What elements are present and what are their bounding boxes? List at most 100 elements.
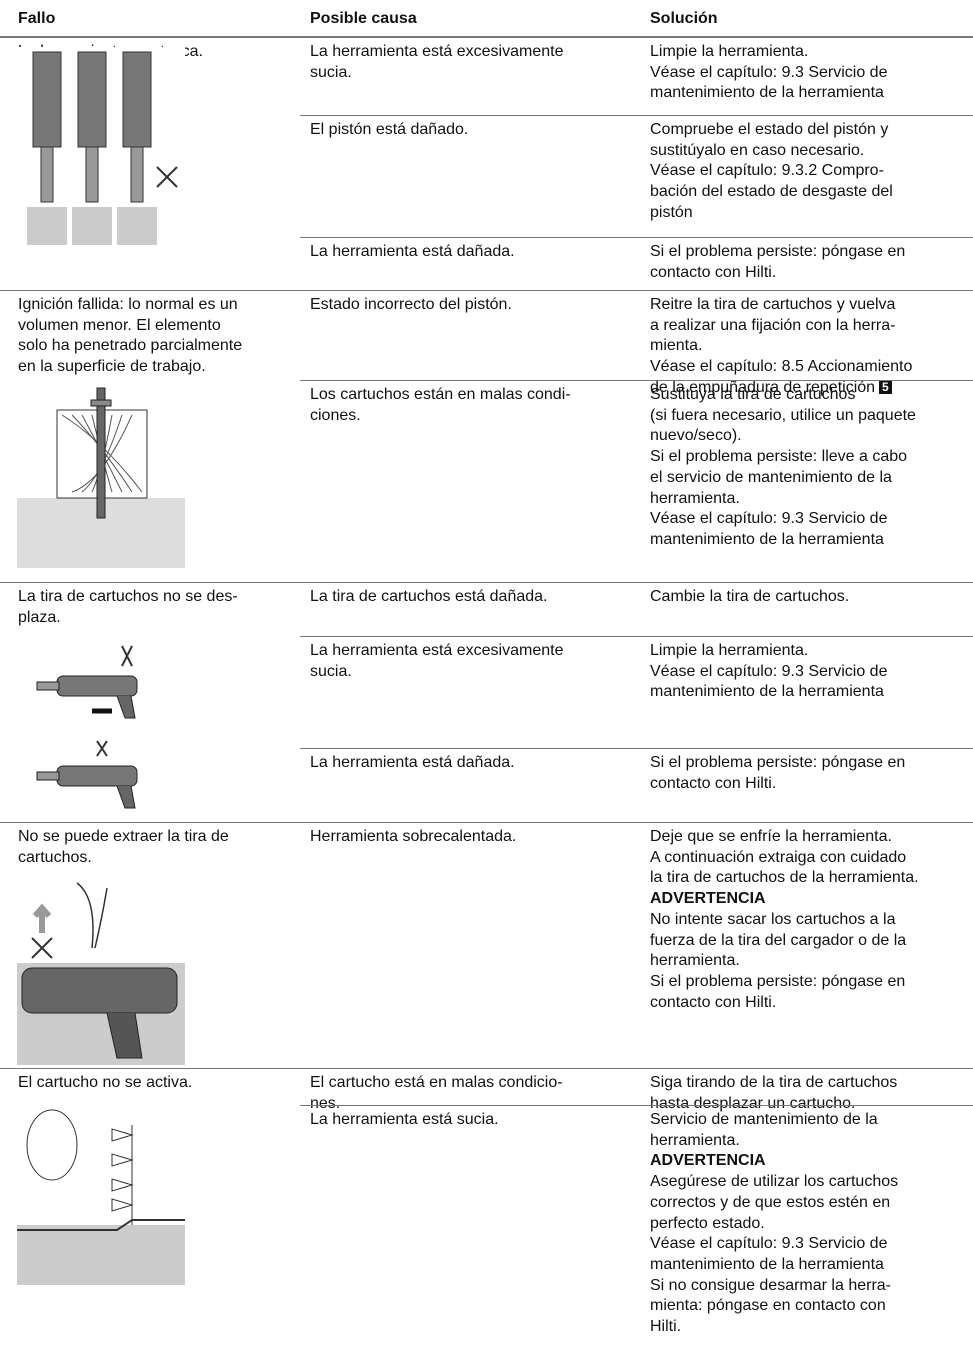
cause-text: Herramienta sobrecalentada.: [310, 827, 645, 848]
text-line: plaza.: [18, 608, 61, 626]
illustration-part: [116, 695, 136, 719]
fault-text: El cartucho no se activa.: [18, 1073, 303, 1094]
illustration-part: [90, 399, 112, 407]
text-line: hasta desplazar un cartucho.: [650, 1094, 856, 1112]
illustration-part: [117, 207, 157, 245]
text-line: La herramienta está dañada.: [310, 754, 515, 771]
text-line: Siga tirando de la tira de cartuchos: [650, 1074, 898, 1091]
text-line: A continuación extraiga con cuidado: [650, 848, 907, 866]
rule: [300, 237, 973, 238]
rule: [0, 822, 973, 823]
illustration-part: [31, 937, 53, 959]
illustration-part: [111, 1178, 134, 1192]
rule: [0, 290, 973, 291]
text-line: nes.: [310, 1094, 341, 1112]
illustration-part: [111, 1128, 134, 1142]
text-line: Limpie la herramienta.: [650, 642, 809, 659]
text-line: Si el problema persiste: póngase en: [650, 243, 906, 260]
text-line: fuerza de la tira del cargador o de la: [650, 931, 907, 949]
text-line: Si el problema persiste: lleve a cabo: [650, 448, 908, 466]
text-line: Estado incorrecto del pistón.: [310, 296, 512, 313]
text-line: No intente sacar los cartuchos a la: [650, 910, 896, 928]
illustration-part: [40, 146, 54, 203]
text-line: volumen menor. El elemento: [18, 316, 221, 334]
rule: [0, 36, 973, 38]
text-line: bación del estado de desgaste del: [650, 183, 893, 201]
illustration-part: [116, 785, 136, 809]
solution-text: Deje que se enfríe la herramienta. A cont…: [650, 827, 970, 1013]
cause-text: La herramienta está dañada.: [310, 753, 645, 774]
text-line: herramienta.: [650, 489, 740, 507]
text-line: en la superficie de trabajo.: [18, 358, 206, 376]
rule: [300, 748, 973, 749]
text-line: El cartucho está en malas condicio-: [310, 1074, 563, 1091]
illustration-part: [77, 51, 107, 148]
illustration-part: [17, 1225, 185, 1285]
solution-text: Limpie la herramienta. Véase el capítulo:…: [650, 42, 970, 104]
text-line: Compruebe el estado del pistón y: [650, 121, 889, 138]
illustration-part: [122, 51, 152, 148]
solution-text: Compruebe el estado del pistón y sustitúy…: [650, 120, 970, 224]
illustration-part: [17, 1219, 185, 1231]
illustration: [17, 380, 185, 568]
text-line: perfecto estado.: [650, 1214, 765, 1232]
rule: [300, 1105, 973, 1106]
cause-text: La herramienta está dañada.: [310, 242, 645, 263]
text-line: Si el problema persiste: póngase en: [650, 972, 906, 990]
solution-text: Si el problema persiste: póngase en conta…: [650, 242, 970, 283]
text-line: Ignición fallida: lo normal es un: [18, 296, 238, 313]
illustration-part: [21, 967, 178, 1014]
text-line: sucia.: [310, 662, 352, 680]
column-header: Posible causa: [310, 10, 417, 27]
text-line: pistón: [650, 203, 693, 221]
rule: [0, 582, 973, 583]
text-line: La herramienta está excesivamente: [310, 642, 564, 659]
text-line: Si el problema persiste: póngase en: [650, 754, 906, 771]
illustration-part: [156, 166, 178, 188]
illustration-part: [111, 1198, 134, 1212]
illustration-part: [17, 636, 185, 822]
text-line: Véase el capítulo: 9.3 Servicio de: [650, 510, 888, 528]
illustration: [17, 1105, 185, 1285]
text-line: El pistón está dañado.: [310, 121, 469, 138]
illustration-part: [56, 675, 138, 697]
illustration-part: [96, 740, 108, 757]
rule: [300, 380, 973, 381]
solution-text: Reitre la tira de cartuchos y vuelva a re…: [650, 295, 970, 399]
illustration-part: [36, 681, 60, 691]
text-line: mantenimiento de la herramienta: [650, 84, 884, 102]
text-line: Reitre la tira de cartuchos y vuelva: [650, 296, 896, 313]
solution-text: Sustituya la tira de cartuchos (si fuera …: [650, 385, 970, 551]
solution-text: Limpie la herramienta. Véase el capítulo:…: [650, 641, 970, 703]
rule: [0, 1068, 973, 1069]
text-line: Limpie la herramienta.: [650, 43, 809, 60]
text-line: Asegúrese de utilizar los cartuchos: [650, 1173, 899, 1191]
text-line: herramienta.: [650, 1131, 740, 1149]
text-line: mantenimiento de la herramienta: [650, 683, 884, 701]
text-line: El cartucho no se activa.: [18, 1074, 193, 1091]
text-line: La herramienta está sucia.: [310, 1111, 499, 1128]
illustration-part: [32, 903, 52, 933]
text-line: de la empuñadura de repetición 5: [650, 378, 970, 399]
warning-label: ADVERTENCIA: [650, 890, 766, 908]
illustration-part: [130, 146, 144, 203]
illustration-part: [106, 1012, 143, 1059]
text-line: herramienta.: [650, 952, 740, 970]
cause-text: Estado incorrecto del pistón.: [310, 295, 645, 316]
cause-text: La tira de cartuchos está dañada.: [310, 587, 645, 608]
illustration: [17, 878, 185, 1065]
illustration-part: [27, 207, 67, 245]
illustration-part: [121, 645, 133, 667]
text-line: contacto con Hilti.: [650, 993, 777, 1011]
cause-text: Los cartuchos están en malas condi-cione…: [310, 385, 645, 426]
text-line: Los cartuchos están en malas condi-: [310, 386, 571, 403]
rule: [300, 115, 973, 116]
illustration-part: [76, 882, 108, 949]
text-line: correctos y de que estos estén en: [650, 1193, 891, 1211]
text-line: Deje que se enfríe la herramienta.: [650, 828, 892, 845]
text-line: La herramienta está dañada.: [310, 243, 515, 260]
text-line: Véase el capítulo: 9.3 Servicio de: [650, 63, 888, 81]
text-line: mienta: póngase en contacto con: [650, 1297, 886, 1315]
text-line: contacto con Hilti.: [650, 774, 777, 792]
